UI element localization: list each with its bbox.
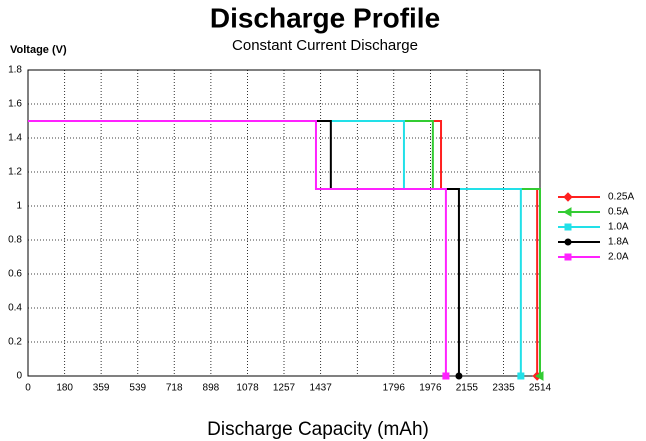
y-tick-label: 1.4 (8, 133, 22, 144)
x-tick-label: 2335 (492, 383, 515, 394)
x-tick-label: 718 (166, 383, 183, 394)
x-tick-label: 1796 (383, 383, 406, 394)
x-axis-label: Discharge Capacity (mAh) (207, 419, 429, 440)
x-tick-label: 359 (93, 383, 110, 394)
x-tick-label: 180 (56, 383, 73, 394)
data-point (455, 372, 463, 380)
data-point (517, 372, 525, 380)
y-tick-label: 1.8 (8, 65, 22, 76)
x-tick-label: 539 (129, 383, 146, 394)
legend-marker (563, 192, 573, 202)
y-tick-label: 1.6 (8, 99, 22, 110)
x-tick-label: 898 (203, 383, 220, 394)
legend-label: 1.8A (608, 237, 629, 248)
y-tick-label: 0.8 (8, 235, 22, 246)
x-tick-label: 1437 (310, 383, 333, 394)
x-tick-label: 2155 (456, 383, 479, 394)
legend-marker (564, 253, 572, 261)
legend-label: 0.5A (608, 207, 629, 218)
legend-marker (564, 223, 572, 231)
data-point (534, 371, 544, 381)
y-tick-label: 0 (16, 371, 22, 382)
series-line (28, 120, 539, 376)
y-axis-label: Voltage (V) (10, 44, 67, 56)
y-tick-label: 0.6 (8, 269, 22, 280)
series-line (28, 120, 522, 376)
x-tick-label: 1976 (419, 383, 442, 394)
y-tick-label: 0.2 (8, 337, 22, 348)
y-tick-label: 1.2 (8, 167, 22, 178)
x-tick-label: 2514 (529, 383, 552, 394)
x-tick-label: 1257 (273, 383, 296, 394)
legend-label: 0.25A (608, 192, 634, 203)
y-tick-label: 0.4 (8, 303, 22, 314)
x-tick-label: 1078 (236, 383, 259, 394)
legend-marker (564, 238, 572, 246)
data-point (442, 372, 450, 380)
series-line (28, 120, 460, 376)
legend-marker (562, 207, 572, 217)
chart-title: Discharge Profile (210, 2, 440, 33)
chart-subtitle: Constant Current Discharge (232, 37, 418, 54)
legend-label: 2.0A (608, 252, 629, 263)
y-tick-label: 1 (16, 201, 22, 212)
series-line (28, 120, 447, 376)
legend-label: 1.0A (608, 222, 629, 233)
x-tick-label: 0 (25, 383, 31, 394)
